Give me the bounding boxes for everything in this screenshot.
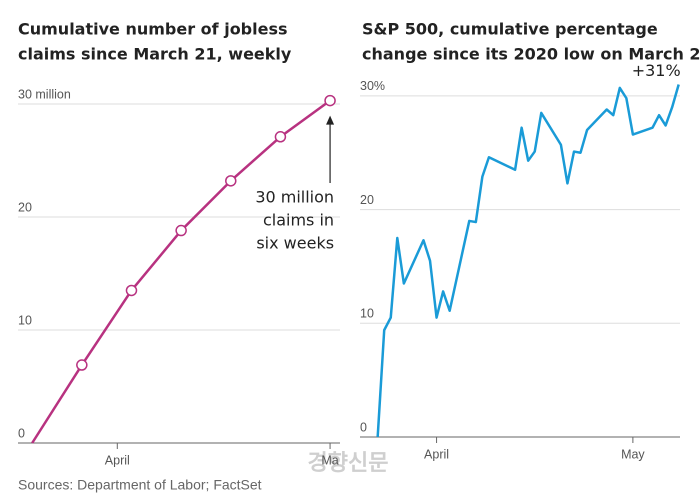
annotation: 30 million [255,188,334,207]
y-tick-label: 10 [360,307,374,321]
x-tick-label: May [621,447,645,461]
chart-title: change since its 2020 low on March 23 [362,45,700,64]
annotation: claims in [263,211,334,230]
data-point [125,284,138,297]
y-tick-label: 0 [18,426,25,440]
chart-title: claims since March 21, weekly [18,45,292,64]
data-point [274,131,287,143]
annotation: six weeks [256,234,334,253]
data-line [376,84,680,438]
end-label: +31% [632,61,681,80]
x-tick-label: Ma [321,453,338,467]
arrow-head [326,115,335,125]
y-tick-label: 10 [18,313,32,327]
data-point [225,175,237,187]
data-point [76,359,88,371]
x-tick-label: April [424,447,449,461]
data-point [324,94,336,107]
y-tick-label: 30% [360,79,385,93]
data-line [31,99,331,444]
y-tick-label: 20 [360,193,374,207]
chart-title: S&P 500, cumulative percentage [362,20,658,39]
watermark: 경향신문 [308,451,389,476]
data-point [175,224,187,237]
x-tick-label: April [105,453,130,467]
y-tick-label: 0 [360,420,367,434]
chart-title: Cumulative number of jobless [18,20,288,39]
source: Sources: Department of Labor; FactSet [18,477,262,493]
y-tick-label: 20 [18,200,32,214]
y-tick-label: 30 million [18,87,71,101]
